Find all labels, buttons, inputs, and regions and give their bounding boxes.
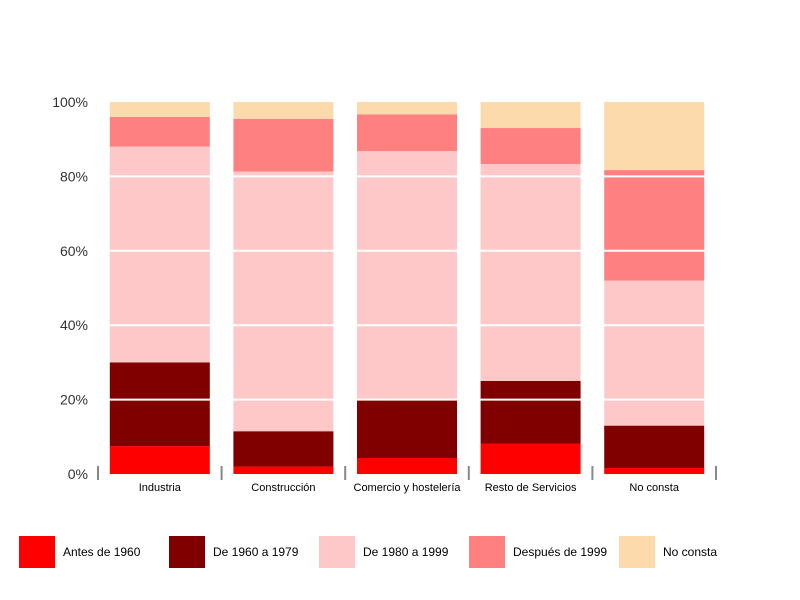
bar-segment [604, 425, 705, 469]
bar-segment [604, 468, 705, 474]
y-tick-label: 80% [60, 168, 88, 184]
bar-segment [109, 362, 210, 447]
y-tick-label: 20% [60, 392, 88, 408]
bar-segment [480, 381, 581, 444]
bar-segment [233, 118, 334, 172]
legend: Antes de 1960 De 1960 a 1979 De 1980 a 1… [0, 534, 800, 570]
bar-segment [233, 466, 334, 474]
bar-segment [357, 458, 457, 474]
bar-segment [480, 443, 581, 474]
legend-item-antes-1960: Antes de 1960 [19, 534, 169, 570]
y-tick-label: 0% [68, 466, 88, 482]
bar-segment [480, 128, 581, 165]
legend-label: No consta [663, 545, 718, 559]
bar-segment [357, 114, 457, 152]
legend-swatch [469, 536, 505, 568]
bar-segment [109, 446, 210, 474]
legend-swatch [19, 536, 55, 568]
y-tick-label: 40% [60, 317, 88, 333]
legend-label: De 1960 a 1979 [213, 545, 299, 559]
bar-segment [233, 431, 334, 467]
bar-segment [480, 102, 581, 129]
y-tick-label: 60% [60, 243, 88, 259]
legend-swatch [169, 536, 205, 568]
bar-segment [357, 102, 457, 115]
x-tick-label: Resto de Servicios [485, 482, 577, 494]
bar-segment [604, 280, 705, 426]
bar-segment [604, 170, 705, 281]
legend-swatch [319, 536, 355, 568]
x-tick-label: Industria [139, 482, 182, 494]
bar-segment [233, 171, 334, 432]
legend-label: De 1980 a 1999 [363, 545, 449, 559]
legend-label: Después de 1999 [513, 545, 608, 559]
legend-item-1960-1979: De 1960 a 1979 [169, 534, 319, 570]
legend-item-despues-1999: Después de 1999 [469, 534, 619, 570]
x-tick-label: No consta [629, 482, 679, 494]
bar-segment [109, 116, 210, 147]
bar-segment [604, 102, 705, 171]
legend-item-1980-1999: De 1980 a 1999 [319, 534, 469, 570]
bar-segment [109, 102, 210, 117]
bar-segment [357, 151, 457, 400]
legend-label: Antes de 1960 [63, 545, 141, 559]
bar-segment [357, 399, 457, 459]
bar-segment [233, 102, 334, 119]
bar-segment [109, 146, 210, 363]
legend-swatch [619, 536, 655, 568]
bar-segment [480, 164, 581, 381]
legend-item-no-consta: No consta [619, 534, 769, 570]
y-tick-label: 100% [52, 94, 88, 110]
x-tick-label: Comercio y hostelería [354, 482, 462, 494]
x-tick-label: Construcción [251, 482, 315, 494]
